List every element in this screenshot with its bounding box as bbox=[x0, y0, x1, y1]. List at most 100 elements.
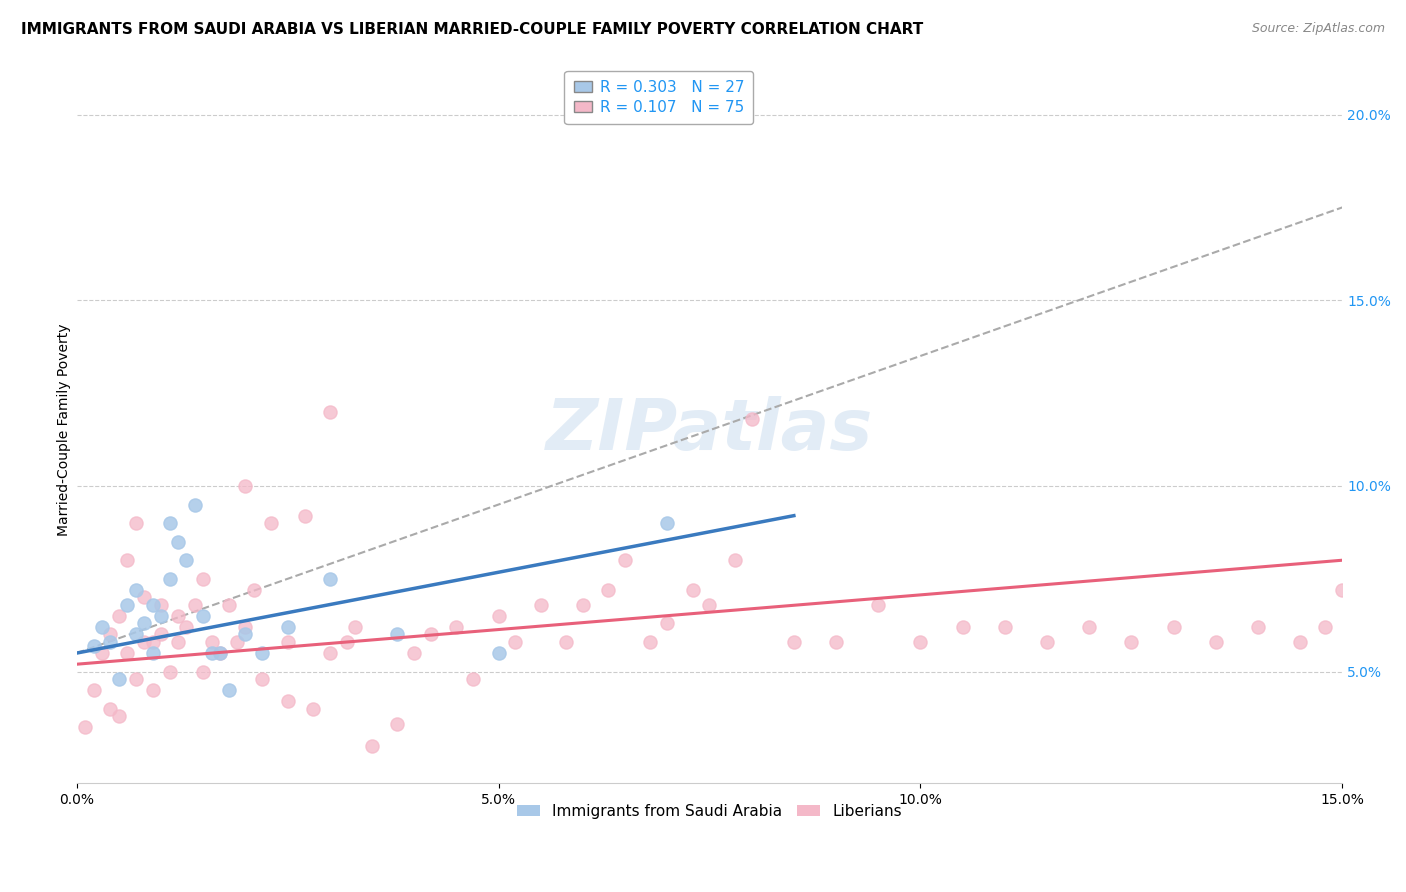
Point bbox=[159, 572, 181, 586]
Point bbox=[167, 534, 190, 549]
Point bbox=[252, 672, 274, 686]
Point bbox=[184, 498, 207, 512]
Point bbox=[1331, 582, 1354, 597]
Point bbox=[159, 665, 181, 679]
Point bbox=[100, 627, 122, 641]
Point bbox=[150, 598, 173, 612]
Point bbox=[243, 582, 266, 597]
Point bbox=[910, 635, 932, 649]
Point bbox=[1121, 635, 1143, 649]
Point bbox=[336, 635, 359, 649]
Point bbox=[193, 665, 215, 679]
Point bbox=[142, 598, 165, 612]
Point bbox=[277, 694, 299, 708]
Point bbox=[108, 709, 131, 723]
Point bbox=[463, 672, 485, 686]
Point bbox=[1247, 620, 1270, 634]
Point bbox=[176, 620, 198, 634]
Point bbox=[724, 553, 747, 567]
Point bbox=[277, 635, 299, 649]
Point bbox=[83, 639, 105, 653]
Point bbox=[361, 739, 384, 753]
Point bbox=[530, 598, 553, 612]
Point bbox=[209, 646, 232, 660]
Text: ZIPatlas: ZIPatlas bbox=[546, 396, 873, 465]
Point bbox=[91, 620, 114, 634]
Point bbox=[387, 716, 409, 731]
Point bbox=[868, 598, 890, 612]
Point bbox=[108, 672, 131, 686]
Point bbox=[741, 412, 763, 426]
Point bbox=[488, 608, 510, 623]
Point bbox=[994, 620, 1017, 634]
Point bbox=[404, 646, 426, 660]
Point bbox=[235, 479, 257, 493]
Point bbox=[387, 627, 409, 641]
Point bbox=[783, 635, 806, 649]
Point bbox=[277, 620, 299, 634]
Point bbox=[142, 635, 165, 649]
Point bbox=[1205, 635, 1227, 649]
Point bbox=[825, 635, 848, 649]
Point bbox=[319, 646, 342, 660]
Point bbox=[209, 646, 232, 660]
Point bbox=[420, 627, 443, 641]
Point bbox=[125, 582, 148, 597]
Point bbox=[235, 627, 257, 641]
Point bbox=[218, 683, 240, 698]
Point bbox=[640, 635, 662, 649]
Point bbox=[193, 572, 215, 586]
Point bbox=[699, 598, 721, 612]
Point bbox=[657, 516, 679, 530]
Point bbox=[201, 635, 224, 649]
Point bbox=[1315, 620, 1337, 634]
Point bbox=[176, 553, 198, 567]
Point bbox=[100, 702, 122, 716]
Point bbox=[598, 582, 620, 597]
Point bbox=[108, 608, 131, 623]
Point bbox=[134, 635, 156, 649]
Point bbox=[614, 553, 637, 567]
Point bbox=[555, 635, 578, 649]
Point bbox=[150, 627, 173, 641]
Point bbox=[125, 516, 148, 530]
Point bbox=[226, 635, 249, 649]
Point bbox=[83, 683, 105, 698]
Point bbox=[167, 608, 190, 623]
Point bbox=[134, 616, 156, 631]
Point bbox=[1163, 620, 1185, 634]
Point bbox=[344, 620, 367, 634]
Point bbox=[488, 646, 510, 660]
Point bbox=[150, 608, 173, 623]
Point bbox=[319, 572, 342, 586]
Point bbox=[125, 672, 148, 686]
Point bbox=[184, 598, 207, 612]
Point bbox=[572, 598, 595, 612]
Point bbox=[1036, 635, 1059, 649]
Point bbox=[446, 620, 468, 634]
Point bbox=[302, 702, 325, 716]
Point bbox=[117, 598, 139, 612]
Point bbox=[1078, 620, 1101, 634]
Point bbox=[218, 598, 240, 612]
Point bbox=[505, 635, 527, 649]
Point bbox=[682, 582, 704, 597]
Point bbox=[134, 591, 156, 605]
Point bbox=[100, 635, 122, 649]
Point bbox=[91, 646, 114, 660]
Point bbox=[117, 646, 139, 660]
Point bbox=[125, 627, 148, 641]
Legend: Immigrants from Saudi Arabia, Liberians: Immigrants from Saudi Arabia, Liberians bbox=[510, 797, 908, 825]
Point bbox=[252, 646, 274, 660]
Text: Source: ZipAtlas.com: Source: ZipAtlas.com bbox=[1251, 22, 1385, 36]
Point bbox=[142, 683, 165, 698]
Point bbox=[952, 620, 974, 634]
Point bbox=[201, 646, 224, 660]
Point bbox=[319, 405, 342, 419]
Point bbox=[235, 620, 257, 634]
Point bbox=[75, 720, 97, 734]
Point bbox=[159, 516, 181, 530]
Point bbox=[142, 646, 165, 660]
Text: IMMIGRANTS FROM SAUDI ARABIA VS LIBERIAN MARRIED-COUPLE FAMILY POVERTY CORRELATI: IMMIGRANTS FROM SAUDI ARABIA VS LIBERIAN… bbox=[21, 22, 924, 37]
Point bbox=[193, 608, 215, 623]
